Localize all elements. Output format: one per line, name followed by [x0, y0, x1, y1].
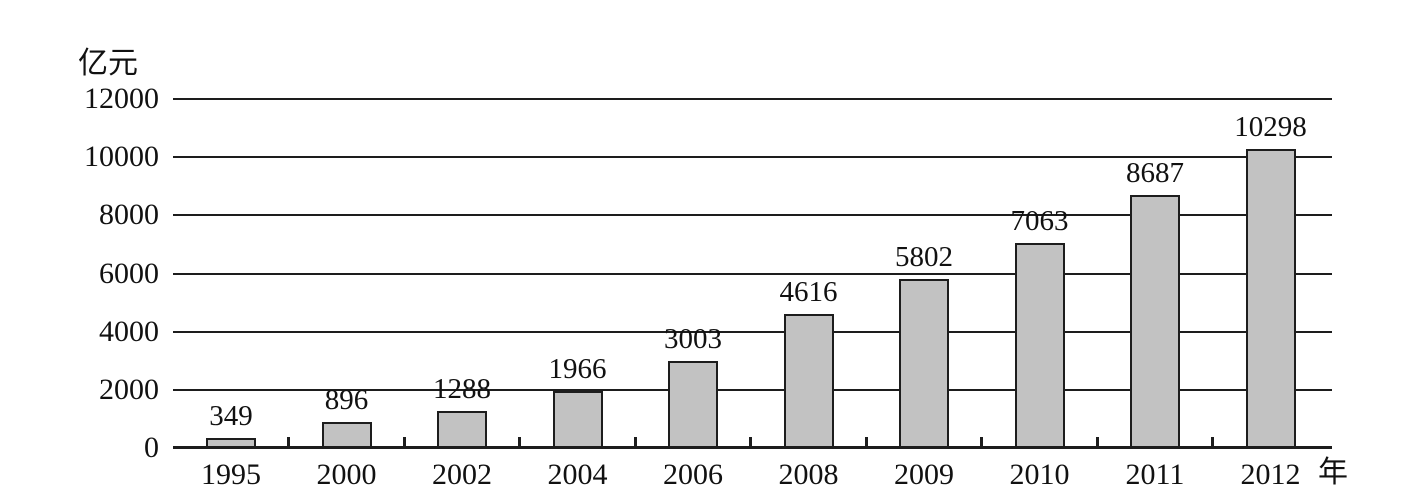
- x-axis-line: [173, 446, 1332, 449]
- x-tick-mark: [1211, 437, 1215, 448]
- bar: [1130, 195, 1180, 448]
- x-tick-mark: [980, 437, 984, 448]
- bar-value-label: 10298: [1234, 110, 1307, 143]
- bar: [1245, 148, 1296, 448]
- x-tick-mark: [1095, 437, 1099, 448]
- bar: [783, 313, 834, 448]
- gridline: [173, 98, 1332, 100]
- x-tick-label: 2011: [1125, 458, 1185, 491]
- bar: [437, 410, 487, 448]
- bar: [552, 390, 603, 448]
- bar-value-label: 4616: [779, 275, 838, 308]
- y-tick-label: 10000: [84, 140, 159, 174]
- bar-value-label: 8687: [1126, 157, 1184, 190]
- y-tick-label: 4000: [99, 314, 159, 348]
- x-tick-label: 1995: [201, 458, 261, 491]
- x-tick-label: 2000: [316, 458, 377, 491]
- gridline: [173, 214, 1332, 217]
- x-tick-label: 2012: [1240, 458, 1301, 491]
- y-tick-label: 0: [144, 431, 159, 464]
- x-tick-mark: [402, 437, 406, 448]
- bar-value-label: 1966: [548, 352, 607, 385]
- y-tick-label: 6000: [99, 256, 159, 290]
- x-tick-label: 2006: [663, 458, 723, 491]
- y-tick-label: 2000: [99, 372, 159, 406]
- x-tick-mark: [633, 437, 637, 448]
- x-axis-unit-label: 年: [1318, 456, 1348, 489]
- y-tick-label: 8000: [99, 198, 159, 232]
- bar-value-label: 3003: [664, 322, 722, 355]
- y-tick-label: 12000: [84, 82, 159, 115]
- x-tick-label: 2004: [547, 458, 608, 491]
- bar: [899, 279, 949, 448]
- x-tick-mark: [749, 437, 753, 448]
- x-tick-label: 2002: [432, 458, 492, 491]
- gridline: [173, 156, 1332, 159]
- x-tick-mark: [287, 437, 291, 448]
- gridline: [173, 330, 1332, 333]
- bar: [668, 360, 718, 448]
- bar-value-label: 7063: [1010, 204, 1069, 237]
- x-tick-mark: [518, 437, 522, 448]
- bar-value-label: 1288: [433, 372, 491, 405]
- bar: [321, 421, 372, 448]
- bar-value-label: 5802: [895, 241, 953, 274]
- bar: [206, 437, 256, 448]
- x-tick-label: 2010: [1009, 458, 1070, 491]
- x-tick-label: 2009: [894, 458, 954, 491]
- bar: [1014, 242, 1065, 448]
- bar-value-label: 349: [209, 399, 253, 432]
- x-tick-mark: [864, 437, 868, 448]
- x-tick-label: 2008: [778, 458, 839, 491]
- bar-value-label: 896: [324, 383, 369, 416]
- plot-area: 0 2000 4000 6000 8000 10000 12000 349 1995 896 200…: [84, 83, 1332, 491]
- gridline: [173, 388, 1332, 391]
- y-axis-unit-label: 亿元: [78, 47, 138, 80]
- gridline: [173, 272, 1332, 275]
